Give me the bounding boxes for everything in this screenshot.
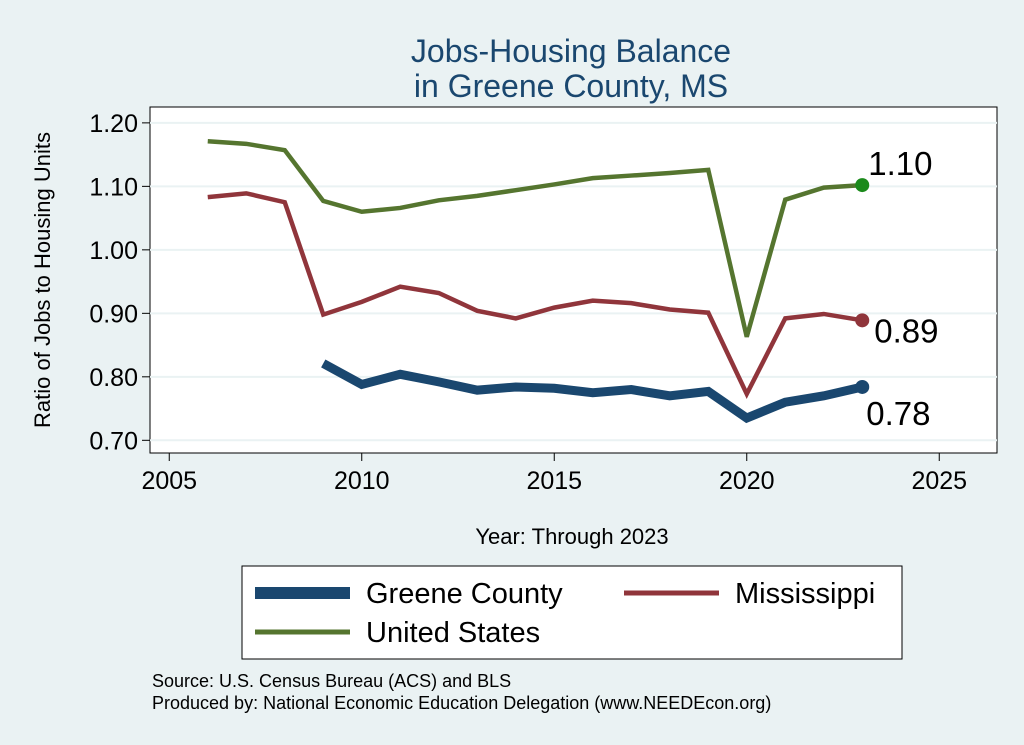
- plot-area: [149, 106, 998, 454]
- y-tick-label: 1.10: [89, 173, 138, 201]
- y-tick-label: 0.80: [89, 364, 138, 392]
- y-tick-label: 1.20: [89, 110, 138, 138]
- legend: [241, 565, 903, 660]
- source-note: Source: U.S. Census Bureau (ACS) and BLS: [152, 671, 511, 691]
- series-lines: [207, 139, 864, 424]
- series-line-united-states: [207, 139, 863, 338]
- end-marker-mississippi: [855, 313, 870, 328]
- chart-title-line-1: Jobs-Housing Balance: [411, 33, 731, 69]
- y-tick-label: 1.00: [89, 237, 138, 265]
- y-tick-label: 0.90: [89, 300, 138, 328]
- end-marker-greene-county: [855, 379, 870, 394]
- legend-label-greene-county: Greene County: [366, 578, 563, 610]
- y-tick-label: 0.70: [89, 427, 138, 455]
- x-tick-label: 2020: [719, 467, 775, 495]
- series-line-greene-county: [321, 359, 864, 424]
- grid-lines: [150, 121, 997, 442]
- end-markers: [855, 178, 870, 394]
- series-line-mississippi: [207, 191, 863, 400]
- x-axis-label: Year: Through 2023: [475, 524, 668, 549]
- produced-by-note: Produced by: National Economic Education…: [152, 693, 771, 713]
- end-labels: 0.78 0.89 1.10: [866, 145, 938, 432]
- x-axis: 2005 2010 2015 2020 2025: [141, 453, 967, 495]
- x-tick-label: 2025: [911, 467, 967, 495]
- chart-title-line-2: in Greene County, MS: [414, 68, 728, 104]
- end-label-mississippi: 0.89: [874, 312, 938, 349]
- end-label-united-states: 1.10: [868, 145, 932, 182]
- legend-label-united-states: United States: [366, 617, 540, 649]
- x-tick-label: 2015: [526, 467, 582, 495]
- y-axis-label: Ratio of Jobs to Housing Units: [30, 132, 55, 428]
- legend-label-mississippi: Mississippi: [735, 578, 875, 610]
- x-tick-label: 2010: [334, 467, 390, 495]
- end-label-greene-county: 0.78: [866, 395, 930, 432]
- end-marker-united-states: [855, 178, 870, 193]
- y-axis: 0.70 0.80 0.90 1.00 1.10 1.20: [89, 110, 150, 455]
- x-tick-label: 2005: [141, 467, 197, 495]
